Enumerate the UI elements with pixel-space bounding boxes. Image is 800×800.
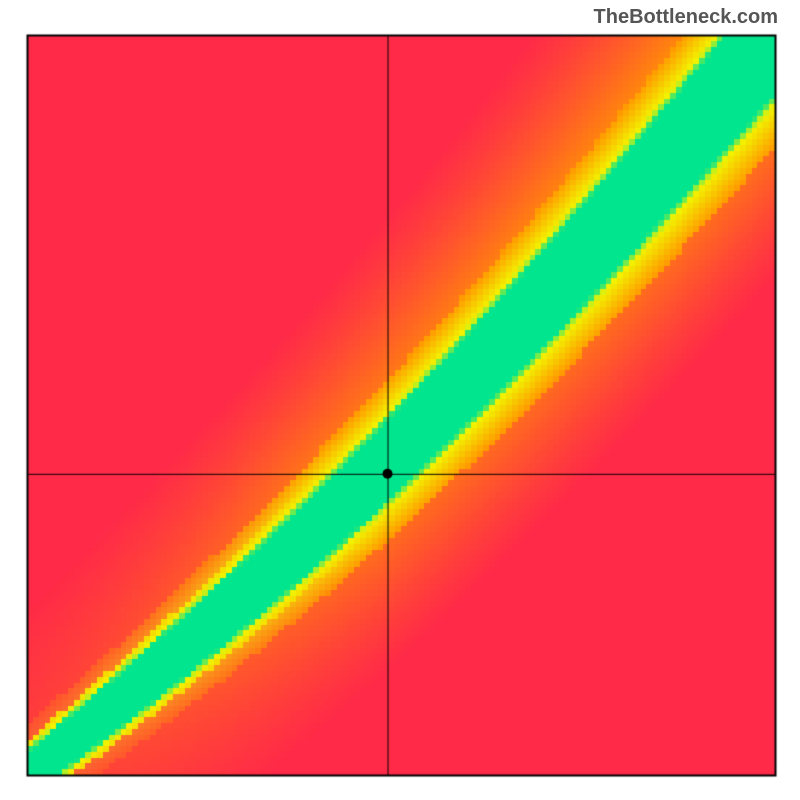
attribution-text: TheBottleneck.com	[594, 6, 778, 29]
bottleneck-heatmap	[0, 0, 800, 800]
